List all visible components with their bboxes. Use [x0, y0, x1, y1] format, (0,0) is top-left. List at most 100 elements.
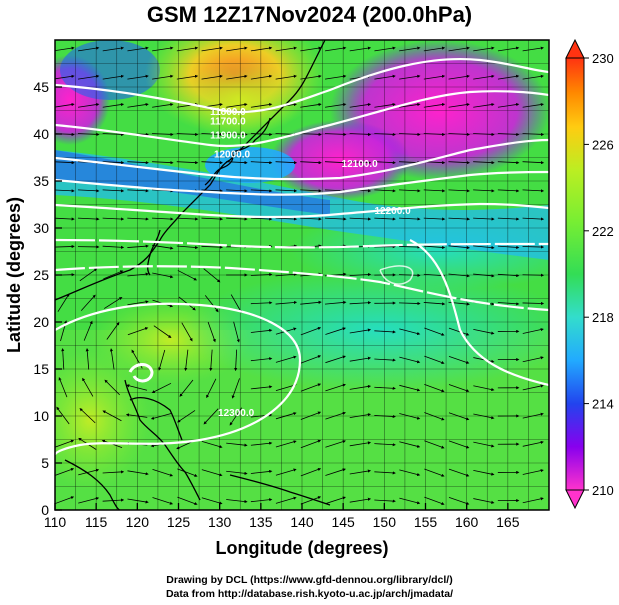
- streamline-arrow: [349, 102, 372, 108]
- streamline-arrow: [104, 379, 120, 396]
- streamline-arrow: [473, 413, 495, 420]
- streamline-arrow: [103, 270, 124, 280]
- streamline-arrow: [275, 161, 298, 165]
- streamline-arrow: [349, 132, 372, 137]
- streamline-arrow: [275, 189, 298, 193]
- streamline-arrow: [324, 102, 347, 108]
- streamline-arrow: [473, 74, 495, 80]
- streamline-arrow: [201, 497, 223, 505]
- streamline-arrow: [176, 245, 199, 250]
- streamline-arrow: [497, 217, 520, 221]
- streamline-arrow: [497, 189, 520, 193]
- streamline-arrow: [152, 272, 174, 279]
- colorbar-label: 222: [592, 224, 614, 239]
- streamline-arrow: [203, 408, 219, 425]
- streamline-arrow: [325, 383, 346, 392]
- streamline-arrow: [448, 245, 470, 250]
- streamline-arrow: [349, 161, 372, 165]
- streamline-arrow: [374, 102, 396, 108]
- streamline-arrow: [522, 301, 545, 306]
- streamline-arrow: [497, 102, 520, 108]
- streamline-arrow: [207, 321, 216, 343]
- streamline-arrow: [152, 497, 174, 505]
- streamline-arrow: [424, 383, 445, 393]
- streamline-arrow: [152, 468, 174, 477]
- colorbar: 230 226 222 218 214 210: [565, 38, 614, 510]
- streamline-arrow: [250, 189, 273, 193]
- streamline-arrow: [300, 411, 322, 420]
- streamline-arrow: [300, 300, 322, 305]
- streamline-arrow: [374, 414, 396, 419]
- streamline-arrow: [55, 439, 75, 448]
- streamline-arrow: [473, 189, 495, 193]
- streamline-arrow: [250, 46, 273, 52]
- streamline-arrow: [473, 161, 495, 165]
- x-tick-label: 145: [331, 514, 355, 530]
- streamline-arrow: [177, 468, 198, 477]
- streamline-arrow: [423, 273, 446, 278]
- temperature-field: [55, 40, 549, 510]
- streamline-arrow: [424, 440, 445, 449]
- streamline-arrow: [497, 46, 520, 52]
- streamline-arrow: [522, 469, 544, 475]
- streamline-arrow: [448, 132, 471, 137]
- streamline-arrow: [497, 132, 520, 137]
- streamline-arrow: [176, 132, 199, 137]
- streamline-arrow: [55, 468, 75, 476]
- streamline-arrow: [77, 132, 100, 137]
- streamline-arrow: [374, 443, 396, 447]
- colorbar-label: 226: [592, 137, 614, 152]
- streamline-arrow: [80, 294, 96, 311]
- streamline-arrow: [473, 245, 495, 250]
- streamline-arrow: [102, 102, 125, 108]
- x-tick-label: 150: [373, 514, 397, 530]
- streamline-arrow: [349, 272, 372, 277]
- streamline-arrow: [55, 46, 75, 52]
- streamline-arrow: [151, 382, 172, 393]
- x-tick-label: 135: [249, 514, 273, 530]
- streamline-arrow: [55, 244, 75, 249]
- streamline-arrow: [177, 410, 196, 423]
- streamline-arrow: [349, 217, 372, 221]
- y-axis-ticks: 0 5 10 15 20 25 30 35 40 45: [33, 79, 62, 518]
- streamline-arrow: [300, 326, 322, 336]
- streamline-arrow: [275, 440, 297, 448]
- streamline-arrow: [473, 328, 495, 335]
- streamline-arrow: [176, 161, 199, 165]
- streamline-arrow: [300, 102, 322, 108]
- streamline-arrow: [399, 497, 421, 505]
- streamline-arrow: [127, 46, 149, 52]
- y-tick-label: 40: [33, 126, 49, 142]
- streamline-arrow: [176, 74, 199, 80]
- streamline-arrow: [250, 272, 273, 277]
- colorbar-max-arrow: [565, 38, 585, 59]
- streamline-arrow: [250, 132, 273, 137]
- streamline-arrow: [109, 348, 115, 370]
- streamline-arrow: [55, 74, 75, 80]
- streamline-arrow: [250, 102, 273, 108]
- streamline-arrow: [349, 328, 372, 334]
- streamline-arrow: [349, 356, 372, 362]
- streamline-arrow: [399, 469, 421, 477]
- x-tick-label: 115: [85, 514, 108, 530]
- streamline-arrow: [127, 244, 149, 248]
- streamline-arrow: [423, 189, 446, 193]
- streamline-arrow: [102, 161, 125, 165]
- colorbar-label: 214: [592, 397, 614, 412]
- height-contours: [55, 57, 549, 456]
- streamline-arrow: [399, 301, 421, 306]
- streamline-arrow: [78, 496, 100, 504]
- streamline-arrow: [152, 189, 174, 193]
- streamline-arrow: [349, 441, 372, 447]
- streamline-arrow: [349, 384, 372, 390]
- streamline-arrow: [325, 327, 346, 335]
- streamline-arrow: [424, 327, 445, 336]
- colorbar-label: 218: [592, 310, 614, 325]
- contour-label: 11800.0: [210, 107, 246, 118]
- grid-lines: [55, 40, 549, 510]
- streamline-arrow: [324, 74, 347, 80]
- streamline-arrow: [522, 161, 545, 165]
- streamline-arrow: [275, 355, 297, 363]
- x-tick-label: 120: [126, 514, 150, 530]
- streamline-arrow: [127, 74, 149, 80]
